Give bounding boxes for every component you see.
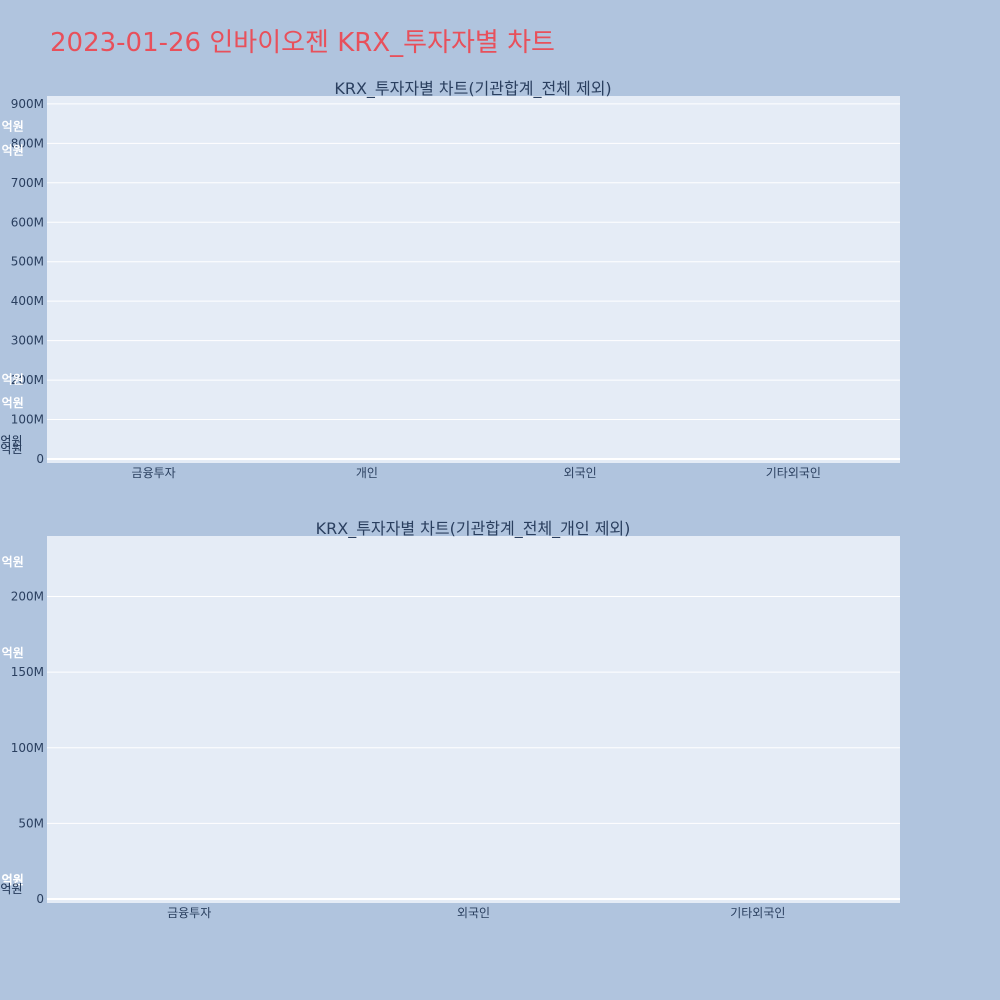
- y-tick-label: 50M: [18, 816, 44, 830]
- y-tick-label: 100M: [11, 741, 44, 755]
- y-tick-label: 0: [36, 892, 44, 906]
- data-label: 0.0 억원: [0, 882, 22, 896]
- y-tick-label: 150M: [11, 665, 44, 679]
- y-tick-label: 200M: [11, 373, 44, 387]
- data-label: 8.1 억원: [0, 143, 24, 157]
- plot-area: [47, 536, 900, 903]
- y-tick-label: 300M: [11, 334, 44, 348]
- x-tick-label: 개인: [356, 466, 378, 480]
- y-tick-label: 600M: [11, 215, 44, 229]
- chart-1: 0 100M 200M 300M 400M 500M 600M 700M 800M 900M KRX…: [0, 79, 900, 480]
- data-label: 0.2 억원: [0, 873, 24, 887]
- y-tick-label: 400M: [11, 294, 44, 308]
- data-label: 1.7 억원: [0, 646, 24, 660]
- data-label: 2.3 억원: [0, 555, 24, 569]
- y-tick-label: 900M: [11, 97, 44, 111]
- x-tick-label: 외국인: [564, 466, 597, 480]
- data-label: 8.7 억원: [0, 120, 24, 134]
- page-title: 2023-01-26 인바이오젠 KRX_투자자별 차트: [50, 28, 555, 58]
- data-label: 2.3 억원: [0, 372, 24, 386]
- x-tick-label: 기타외국인: [766, 466, 821, 480]
- x-tick-label: 금융투자: [167, 906, 211, 920]
- data-label: 0.0 억원: [0, 882, 22, 896]
- y-tick-label: 700M: [11, 176, 44, 190]
- data-label: 1.7 억원: [0, 396, 24, 410]
- data-label: 0.0 억원: [0, 442, 22, 456]
- plot-area: [47, 96, 900, 463]
- x-tick-label: 기타외국인: [730, 906, 785, 920]
- chart-title: KRX_투자자별 차트(기관합계_전체 제외): [334, 79, 611, 99]
- y-tick-label: 800M: [11, 136, 44, 150]
- y-tick-label: 200M: [11, 590, 44, 604]
- chart-title: KRX_투자자별 차트(기관합계_전체_개인 제외): [316, 519, 631, 539]
- y-tick-label: 100M: [11, 413, 44, 427]
- data-label: 0.2 억원: [0, 873, 24, 887]
- y-tick-label: 500M: [11, 255, 44, 269]
- data-label: 0.0 억원: [0, 442, 22, 456]
- x-tick-label: 외국인: [457, 906, 490, 920]
- x-tick-label: 금융투자: [132, 466, 176, 480]
- data-label: 0.2 억원: [0, 434, 22, 448]
- y-tick-label: 0: [36, 452, 44, 466]
- chart-2: 0 50M 100M 150M 200M KRX_투자자별 차트(기관합계_전체_개인 제…: [0, 519, 900, 920]
- data-label: 0.2 억원: [0, 434, 22, 448]
